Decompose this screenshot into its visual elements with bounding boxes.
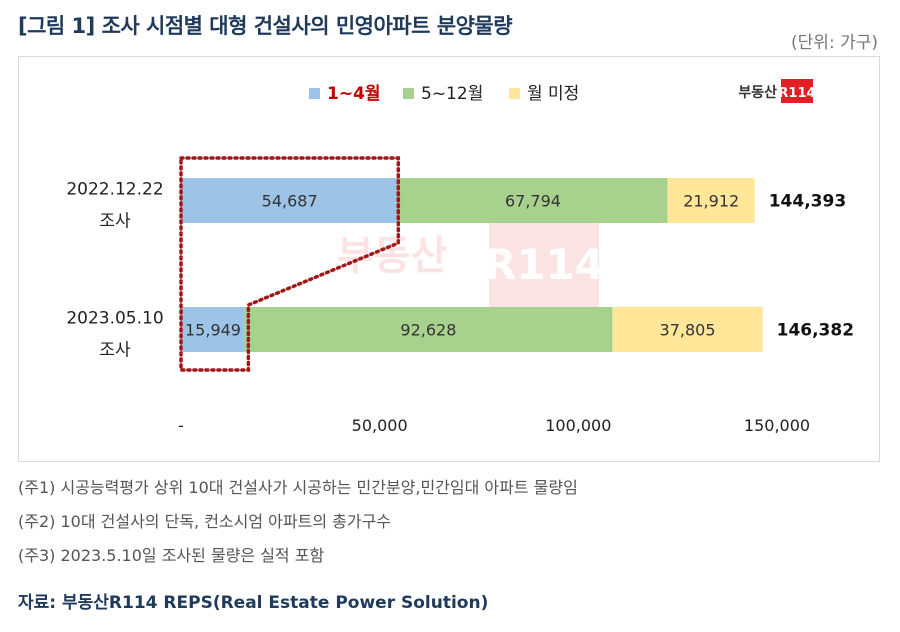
x-tick-label: 150,000 — [744, 416, 810, 435]
watermark-badge — [489, 217, 599, 307]
bars — [181, 178, 763, 352]
legend-label: 1~4월 — [327, 84, 381, 104]
category-label: 2022.12.22 — [66, 180, 163, 200]
total-label: 146,382 — [777, 321, 854, 341]
legend-swatch — [309, 88, 320, 99]
total-labels: 144,393 146,382 — [769, 192, 854, 341]
data-label: 15,949 — [185, 321, 241, 340]
data-label: 37,805 — [660, 321, 716, 340]
chart-title: [그림 1] 조사 시점별 대형 건설사의 민영아파트 분양물량 — [18, 14, 513, 38]
logo-text: 부동산 — [738, 84, 777, 101]
highlight-dotted-outline — [179, 156, 401, 372]
bar-segment — [667, 178, 755, 223]
x-tick-label: 100,000 — [545, 416, 611, 435]
footnote-1: (주1) 시공능력평가 상위 10대 건설사가 시공하는 민간분양,민간임대 아… — [18, 478, 578, 497]
source-credit: 자료: 부동산R114 REPS(Real Estate Power Solut… — [18, 593, 489, 613]
data-label: 92,628 — [400, 321, 456, 340]
category-label: 조사 — [99, 341, 131, 361]
footnote-3: (주3) 2023.5.10일 조사된 물량은 실적 포함 — [18, 546, 325, 565]
data-label: 21,912 — [683, 192, 739, 211]
category-labels: 2022.12.22 조사 2023.05.10 조사 — [66, 180, 163, 361]
watermark-badge-text: R114 — [484, 240, 604, 289]
category-label: 2023.05.10 — [66, 309, 163, 329]
total-label: 144,393 — [769, 192, 846, 212]
legend: 1~4월 5~12월 월 미정 — [309, 84, 579, 104]
data-label: 54,687 — [262, 192, 318, 211]
data-label: 67,794 — [505, 192, 561, 211]
watermark-text: 부동산 — [337, 233, 448, 279]
watermark: 부동산 R114 — [337, 217, 604, 307]
bar-segment — [181, 178, 399, 223]
logo-badge-text: R114 — [778, 86, 815, 101]
bar-segment — [181, 307, 245, 352]
category-label: 조사 — [99, 212, 131, 232]
logo-badge — [781, 79, 813, 103]
unit-label: (단위: 가구) — [791, 33, 878, 53]
legend-label: 월 미정 — [527, 84, 579, 104]
legend-item-1: 1~4월 — [309, 84, 381, 104]
highlight-outline — [179, 156, 401, 372]
x-tick-label: 50,000 — [352, 416, 408, 435]
legend-label: 5~12월 — [421, 84, 483, 104]
chart-container: 부동산 R114 부동산 R114 1~4월 5~12월 월 미정 2022.12.… — [18, 56, 880, 462]
bar-segment — [398, 178, 668, 223]
x-tick-label: - — [178, 416, 184, 435]
x-axis-ticks: - 50,000 100,000 150,000 — [178, 416, 810, 435]
legend-item-3: 월 미정 — [509, 84, 579, 104]
bar-segment — [612, 307, 763, 352]
legend-swatch — [509, 88, 520, 99]
value-labels: 54,687 67,794 21,912 15,949 92,628 37,805 — [185, 192, 739, 340]
legend-swatch — [403, 88, 414, 99]
stacked-bar-chart: 부동산 R114 부동산 R114 1~4월 5~12월 월 미정 2022.12.… — [66, 79, 854, 435]
bar-segment — [244, 307, 613, 352]
legend-item-2: 5~12월 — [403, 84, 483, 104]
footnotes: (주1) 시공능력평가 상위 10대 건설사가 시공하는 민간분양,민간임대 아… — [18, 474, 578, 576]
brand-logo: 부동산 R114 — [738, 79, 816, 103]
footnote-2: (주2) 10대 건설사의 단독, 컨소시엄 아파트의 총가구수 — [18, 512, 392, 531]
